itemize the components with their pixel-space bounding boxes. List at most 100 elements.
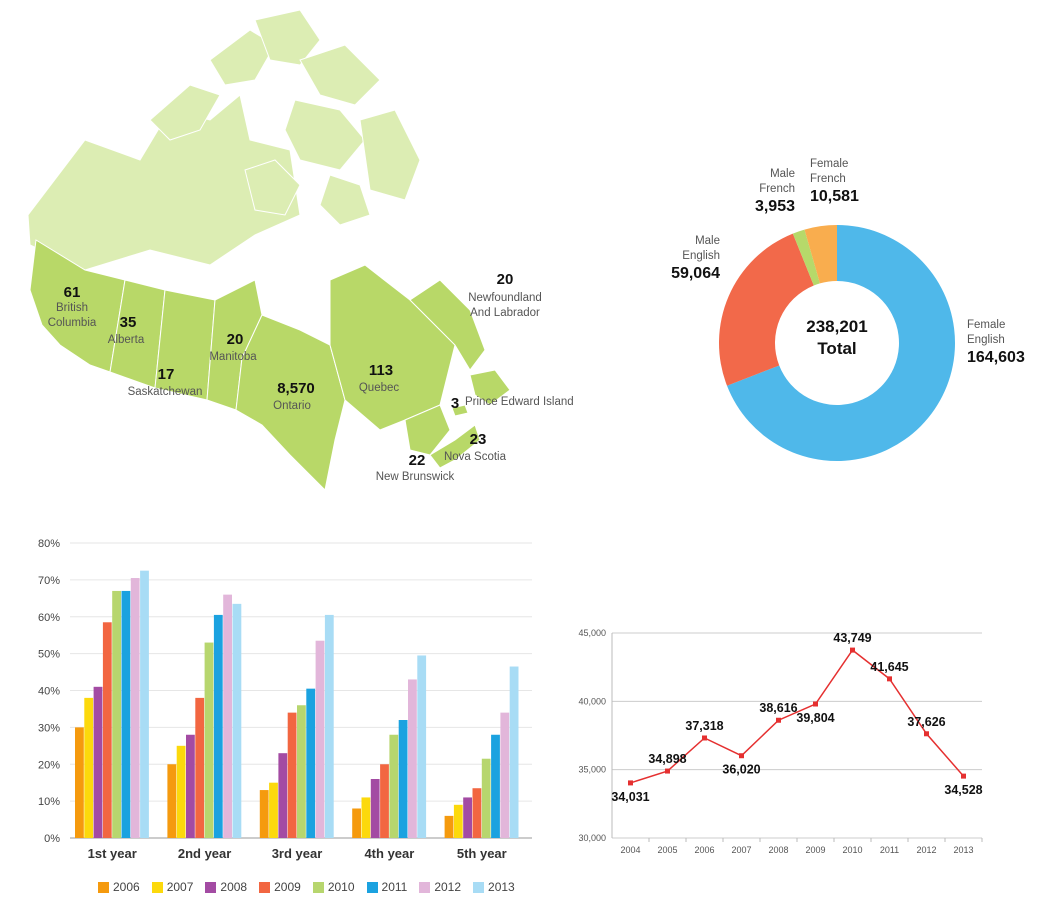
province-pe [451,404,469,417]
province-nl-island [469,369,511,406]
bar-2009 [472,788,482,838]
donut-slice-label: French [759,183,795,195]
legend-swatch [205,881,217,893]
bar-2007 [361,797,371,838]
line-point [628,780,633,786]
bar-2008 [93,686,103,838]
bar-2011 [213,614,223,838]
donut-center-label: Total [817,339,856,358]
bar-x-label: 1st year [88,846,137,861]
line-x-label: 2013 [953,845,973,855]
bar-x-label: 3rd year [272,846,323,861]
donut-slice-label: Female [967,319,1005,331]
bar-2006 [259,790,269,838]
bar-2009 [380,764,389,838]
line-value-label: 34,528 [944,783,982,797]
bar-2009 [102,622,112,838]
northern-territories [27,9,421,271]
line-value-label: 34,898 [648,752,686,766]
bar-2009 [195,697,205,838]
legend-swatch [366,881,378,893]
map-label-nl: And Labrador [470,307,540,319]
line-value-label: 38,616 [759,701,797,715]
provinces [29,239,511,492]
bar-2012 [223,594,232,838]
map-label-bc: British [56,302,88,314]
line-value-label: 37,318 [685,719,723,733]
line-y-tick: 45,000 [578,628,606,638]
bar-2013 [509,666,519,838]
province-on [235,314,346,492]
bar-2013 [140,570,149,838]
bar-2010 [297,705,306,838]
bar-chart-legend: 2006 2007 2008 2009 2010 2011 2012 2013 [98,878,538,896]
line-x-label: 2004 [620,845,640,855]
line-point [924,731,929,737]
line-value-label: 34,031 [611,790,649,804]
legend-item-2011: 2011 [366,880,407,894]
map-label-sk: Saskatchewan [128,386,203,398]
line-value-label: 39,804 [796,711,834,725]
bar-y-tick: 80% [38,538,60,550]
legend-item-2013: 2013 [473,880,515,894]
bar-chart-panel: 0% 10% 20% 30% 40% 50% 60% 70% 80% 1st year 2nd y… [0,530,560,870]
map-label-ab: Alberta [108,334,145,346]
line-value-label: 41,645 [870,660,908,674]
line-x-label: 2007 [731,845,751,855]
bar-2013 [324,614,334,838]
line-y-tick: 35,000 [578,765,606,775]
map-value-ab: 35 [120,314,137,331]
legend-item-2009: 2009 [259,880,301,894]
map-value-mb: 20 [227,331,244,348]
map-value-bc: 61 [64,284,81,301]
bar-2009 [287,712,297,838]
bar-2010 [481,758,491,838]
donut-slice-value: 59,064 [671,265,720,282]
donut-chart-panel: 238,201 Total Female English 164,603 Male En… [640,140,1040,470]
bar-2008 [278,753,288,838]
line-point [665,768,670,774]
bar-x-label: 4th year [364,846,414,861]
bar-2012 [130,578,140,838]
map-value-nb: 22 [409,452,426,469]
donut-chart: 238,201 Total Female English 164,603 Male En… [671,158,1025,462]
map-label-ns: Nova Scotia [444,451,507,463]
map-label-pe: Prince Edward Island [465,396,574,408]
map-value-sk: 17 [158,366,175,383]
bar-2012 [500,712,510,838]
legend-label: 2010 [327,880,355,894]
donut-slice-label: Female [810,158,848,170]
donut-slice-label: French [810,173,846,185]
donut-slice [719,233,814,386]
donut-slice-label: Male [695,235,720,247]
province-sk [154,289,216,401]
donut-slice [792,229,820,286]
line-point [887,676,892,682]
bar-2007 [176,745,186,838]
bar-2011 [398,720,408,838]
legend-label: 2013 [488,880,515,894]
map-value-qc: 113 [369,362,393,379]
line-x-label: 2010 [842,845,862,855]
legend-swatch [473,881,485,893]
canada-map-panel: 61 British Columbia 35 Alberta 17 Saskatchewan… [0,0,600,500]
donut-slice-value: 164,603 [967,349,1025,366]
legend-label: 2006 [113,880,140,894]
bar-2007 [453,804,463,838]
bar-2010 [204,642,214,838]
donut-slice-label: English [682,250,720,262]
bar-chart: 0% 10% 20% 30% 40% 50% 60% 70% 80% 1st year 2nd y… [38,538,532,861]
map-value-on: 8,570 [277,380,315,397]
map-value-ns: 23 [470,431,487,448]
legend-item-2010: 2010 [312,880,355,894]
bar-2006 [75,727,84,838]
donut-slice-label: English [967,334,1005,346]
legend-label: 2009 [274,880,301,894]
line-x-label: 2005 [657,845,677,855]
line-point [702,735,707,741]
donut-center-value: 238,201 [806,317,867,336]
legend-label: 2007 [166,880,194,894]
bar-2011 [306,688,316,838]
province-nl [409,279,486,371]
bar-x-label: 2nd year [178,846,231,861]
